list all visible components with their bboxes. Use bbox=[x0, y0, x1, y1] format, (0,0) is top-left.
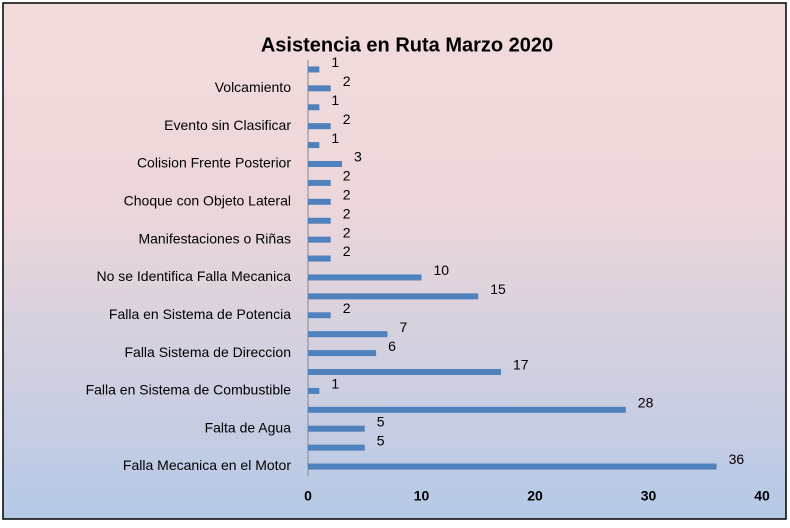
value-label: 1 bbox=[331, 92, 339, 108]
y-tick-label: Falla en Sistema de Potencia bbox=[109, 306, 291, 322]
bar bbox=[308, 255, 331, 262]
y-tick-label: Evento sin Clasificar bbox=[164, 117, 291, 133]
bar bbox=[308, 142, 320, 149]
y-tick-label: Falta de Agua bbox=[205, 419, 292, 435]
value-label: 17 bbox=[513, 357, 529, 373]
value-label: 2 bbox=[343, 168, 351, 184]
bar bbox=[308, 406, 626, 413]
bar bbox=[308, 274, 422, 281]
value-label: 1 bbox=[331, 54, 339, 70]
bar bbox=[308, 425, 365, 432]
x-tick-label: 0 bbox=[304, 488, 312, 504]
chart-background bbox=[2, 2, 787, 520]
value-label: 15 bbox=[490, 281, 506, 297]
bar bbox=[308, 85, 331, 92]
bar bbox=[308, 331, 388, 338]
value-label: 1 bbox=[331, 376, 339, 392]
bar bbox=[308, 236, 331, 243]
value-label: 2 bbox=[343, 111, 351, 127]
bar bbox=[308, 369, 501, 375]
value-label: 6 bbox=[388, 338, 396, 354]
bar bbox=[308, 66, 320, 73]
bar bbox=[308, 350, 377, 357]
bar bbox=[308, 463, 717, 470]
y-tick-label: Choque con Objeto Lateral bbox=[124, 193, 291, 209]
value-label: 2 bbox=[343, 243, 351, 259]
x-tick-label: 10 bbox=[414, 488, 430, 504]
bar bbox=[308, 312, 331, 319]
value-label: 36 bbox=[729, 451, 745, 467]
y-tick-label: Volcamiento bbox=[215, 79, 291, 95]
value-label: 2 bbox=[343, 300, 351, 316]
y-tick-label: Manifestaciones o Riñas bbox=[138, 230, 291, 246]
bar bbox=[308, 104, 320, 111]
value-label: 2 bbox=[343, 73, 351, 89]
value-label: 2 bbox=[343, 224, 351, 240]
y-tick-label: Falla Sistema de Direccion bbox=[124, 344, 291, 360]
x-tick-label: 20 bbox=[527, 488, 543, 504]
value-label: 3 bbox=[354, 149, 362, 165]
value-label: 5 bbox=[377, 413, 385, 429]
bar bbox=[308, 293, 479, 300]
bar bbox=[308, 387, 320, 394]
bar bbox=[308, 123, 331, 130]
value-label: 2 bbox=[343, 187, 351, 203]
value-label: 5 bbox=[377, 432, 385, 448]
value-label: 2 bbox=[343, 205, 351, 221]
value-label: 28 bbox=[638, 395, 654, 411]
x-tick-label: 30 bbox=[641, 488, 657, 504]
value-label: 10 bbox=[434, 262, 450, 278]
chart-title: Asistencia en Ruta Marzo 2020 bbox=[261, 34, 553, 56]
value-label: 7 bbox=[399, 319, 407, 335]
y-tick-label: No se Identifica Falla Mecanica bbox=[96, 268, 291, 284]
bar bbox=[308, 179, 331, 186]
y-tick-label: Falla en Sistema de Combustible bbox=[86, 382, 292, 398]
bar bbox=[308, 198, 331, 205]
x-tick-label: 40 bbox=[754, 488, 770, 504]
y-tick-label: Colision Frente Posterior bbox=[137, 155, 291, 171]
bar bbox=[308, 217, 331, 224]
value-label: 1 bbox=[331, 130, 339, 146]
bar bbox=[308, 444, 365, 451]
bar bbox=[308, 161, 343, 167]
y-tick-label: Falla Mecanica en el Motor bbox=[123, 457, 291, 473]
